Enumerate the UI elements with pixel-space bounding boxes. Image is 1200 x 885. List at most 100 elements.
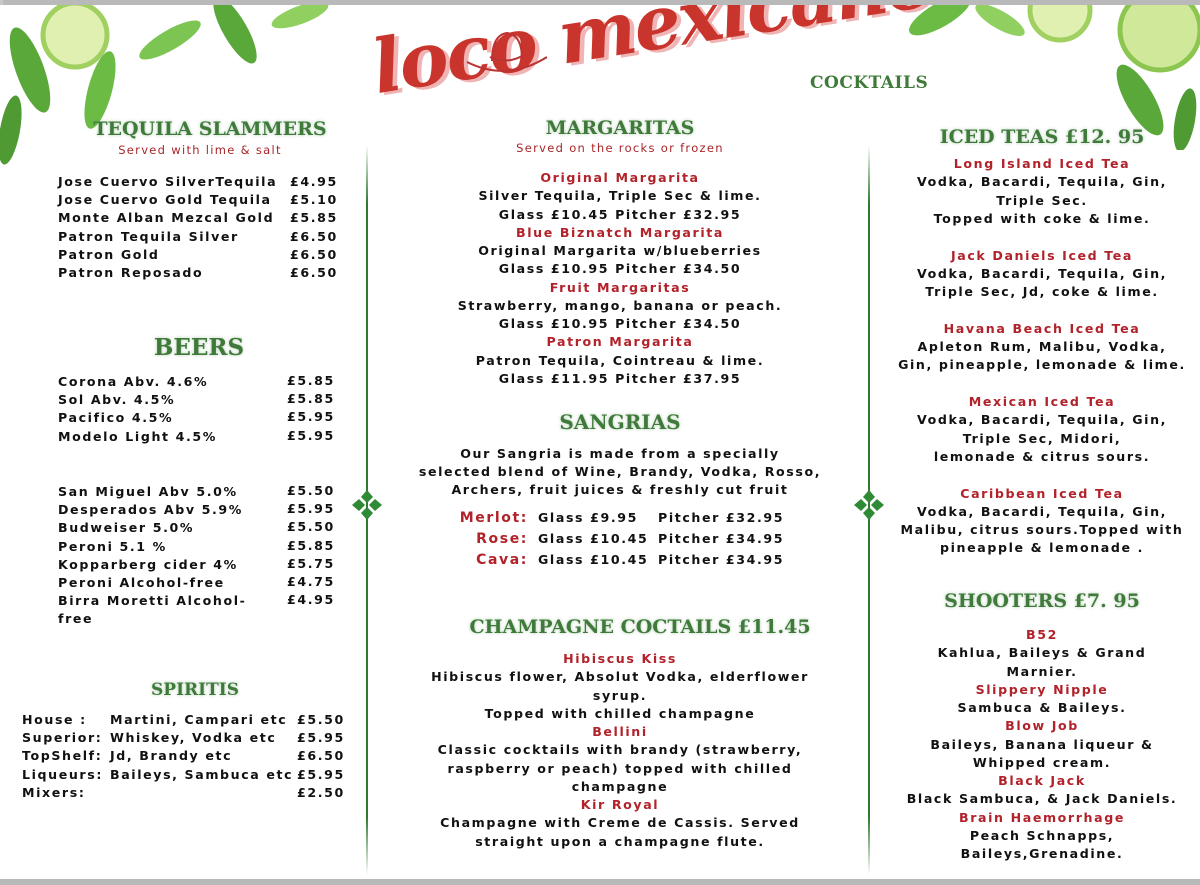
sombrero-icon	[466, 31, 548, 72]
drink-description: straight upon a champagne flute.	[475, 833, 765, 849]
menu-item-name: Monte Alban Mezcal Gold	[58, 210, 275, 226]
drink-description: Triple Sec, Jd, coke & lime.	[925, 284, 1159, 299]
menu-item-price: £5.85	[290, 210, 338, 226]
menu-item-name: Peroni 5.1 %	[58, 538, 167, 554]
section-heading: CHAMPAGNE COCTAILS £11.45	[469, 616, 811, 638]
menu-item-price: £5.85	[287, 391, 335, 407]
section-heading: SPIRITIS	[151, 680, 239, 700]
top-border	[0, 0, 1200, 5]
spirit-label: Mixers:	[22, 784, 86, 800]
drink-description: Malibu, citrus sours.Topped with	[900, 522, 1184, 537]
sangria-pitcher-price: Pitcher £34.95	[658, 552, 785, 567]
menu-item-name: Peroni Alcohol-free	[58, 575, 225, 590]
sangria-label: Rose:	[476, 531, 528, 547]
menu-item-price: £4.75	[287, 574, 335, 589]
menu-item-price: £5.95	[287, 501, 335, 517]
menu-item-name: Kopparberg cider 4%	[58, 556, 238, 572]
drink-description: Topped with coke & lime.	[933, 210, 1151, 226]
sangria-label: Cava:	[476, 552, 528, 568]
drink-description: Black Sambuca, & Jack Daniels.	[906, 791, 1178, 807]
brand-tagline: COCKTAILS	[810, 73, 929, 93]
menu-page: loco mexicano COCKTAILS TEQUILA SLAMMERS…	[0, 5, 1200, 879]
menu-item-price: £5.95	[287, 409, 335, 425]
clover-ornament-icon	[352, 490, 382, 520]
bottom-border	[0, 879, 1200, 885]
menu-item-name: Jose Cuervo Gold Tequila	[58, 192, 272, 208]
leaves-top-left-decoration	[0, 5, 329, 165]
menu-item-name: Budweiser 5.0%	[58, 520, 195, 536]
brand-logo: loco mexicano	[366, 5, 939, 112]
sangria-glass-price: Glass £9.95	[538, 510, 638, 525]
spirit-price: £5.95	[297, 766, 345, 782]
menu-item-price: £6.50	[290, 228, 338, 244]
drink-description: Gin, pineapple, lemonade & lime.	[898, 357, 1186, 373]
drink-description: Vodka, Bacardi, Tequila, Gin,	[916, 503, 1168, 519]
sangria-label: Merlot:	[459, 510, 528, 526]
menu-item-price: £4.95	[290, 174, 338, 189]
menu-item-name: free	[58, 611, 94, 627]
menu-item-price: £4.95	[287, 592, 335, 608]
menu-item-name: Pacifico 4.5%	[58, 410, 174, 426]
drink-description: champagne	[571, 778, 669, 794]
drink-description: Vodka, Bacardi, Tequila, Gin,	[916, 412, 1168, 428]
drink-description: Kahlua, Baileys & Grand	[937, 645, 1147, 661]
drink-name: Bellini	[592, 724, 648, 739]
drink-name: Blue Biznatch Margarita	[516, 224, 724, 240]
drink-name: Kir Royal	[580, 797, 660, 812]
section-heading: BEERS	[153, 334, 245, 361]
menu-item-name: Corona Abv. 4.6%	[58, 374, 209, 389]
drink-name: Slippery Nipple	[975, 681, 1109, 697]
drink-name: Brain Haemorrhage	[959, 809, 1125, 825]
menu-item-name: Desperados Abv 5.9%	[58, 502, 243, 518]
menu-item-name: Birra Moretti Alcohol-	[58, 593, 247, 609]
spirit-description: Martini, Campari etc	[110, 712, 288, 727]
drink-description: Glass £11.95 Pitcher £37.95	[498, 370, 742, 386]
menu-item-price: £5.50	[287, 519, 335, 535]
drink-description: Baileys,Grenadine.	[960, 846, 1124, 861]
drink-name: Long Island Iced Tea	[953, 156, 1131, 171]
spirit-price: £5.95	[297, 730, 345, 746]
drink-name: Hibiscus Kiss	[563, 651, 677, 666]
spirit-label: Liqueurs:	[22, 766, 103, 782]
menu-item-name: Sol Abv. 4.5%	[58, 392, 176, 408]
drink-description: Baileys, Banana liqueur &	[930, 736, 1154, 752]
drink-description: Glass £10.45 Pitcher £32.95	[498, 206, 742, 222]
leaves-top-right-decoration	[909, 5, 1200, 150]
sangria-description: selected blend of Wine, Brandy, Vodka, R…	[418, 464, 822, 480]
drink-description: lemonade & citrus sours.	[933, 448, 1151, 464]
section-heading: SANGRIAS	[559, 410, 681, 434]
spirit-description: Baileys, Sambuca etc	[110, 766, 294, 782]
menu-item-price: £6.50	[290, 246, 338, 262]
menu-item-price: £5.50	[287, 483, 335, 498]
drink-description: Classic cocktails with brandy (strawberr…	[437, 742, 803, 758]
section-heading: ICED TEAS £12. 95	[939, 126, 1145, 148]
drink-description: Sambuca & Baileys.	[957, 700, 1127, 715]
spirit-description: Whiskey, Vodka etc	[110, 730, 277, 746]
drink-name: Patron Margarita	[546, 334, 694, 350]
menu-item-name: San Miguel Abv 5.0%	[58, 484, 238, 499]
spirit-label: House :	[22, 712, 87, 727]
spirit-price: £2.50	[297, 784, 345, 800]
menu-item-price: £5.75	[287, 555, 335, 571]
drink-name: B52	[1026, 627, 1058, 642]
menu-item-price: £5.85	[287, 537, 335, 553]
clover-ornament-icon	[854, 490, 884, 520]
drink-description: Silver Tequila, Triple Sec & lime.	[478, 188, 762, 204]
drink-description: Triple Sec.	[996, 192, 1088, 208]
menu-item-price: £5.10	[290, 192, 338, 208]
drink-description: Strawberry, mango, banana or peach.	[457, 297, 783, 313]
drink-name: Blow Job	[1005, 718, 1079, 734]
spirit-price: £6.50	[297, 748, 345, 764]
drink-name: Original Margarita	[540, 170, 700, 185]
spirit-label: Superior:	[22, 730, 103, 746]
drink-description: syrup.	[592, 687, 648, 703]
menu-item-name: Patron Tequila Silver	[58, 228, 239, 244]
drink-description: Vodka, Bacardi, Tequila, Gin,	[916, 265, 1168, 281]
sangria-description: Archers, fruit juices & freshly cut frui…	[451, 482, 789, 498]
drink-description: raspberry or peach) topped with chilled	[447, 760, 793, 776]
drink-description: pineapple & lemonade .	[940, 540, 1144, 556]
drink-description: Vodka, Bacardi, Tequila, Gin,	[916, 174, 1168, 190]
drink-name: Mexican Iced Tea	[968, 394, 1116, 409]
drink-name: Caribbean Iced Tea	[960, 485, 1124, 501]
section-subtitle: Served with lime & salt	[118, 143, 282, 157]
